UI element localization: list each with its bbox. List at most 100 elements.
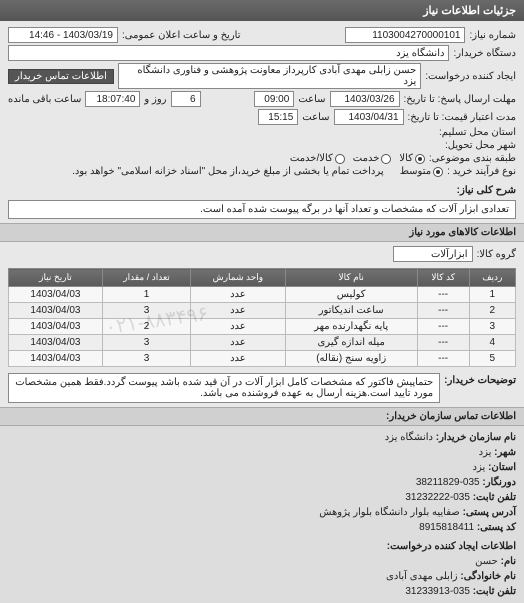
reply-time-field: 09:00 <box>254 91 294 107</box>
table-cell: 1403/04/03 <box>9 335 103 351</box>
validity-time-label: ساعت <box>302 112 329 123</box>
radio-icon <box>415 154 425 164</box>
addr-value: صفاییه بلوار دانشگاه بلوار پژوهش <box>319 507 460 518</box>
table-cell: 1 <box>102 287 190 303</box>
reply-time-label: ساعت <box>298 94 325 105</box>
table-cell: 4 <box>469 335 515 351</box>
items-table: ردیفکد کالانام کالاواحد شمارشتعداد / مقد… <box>8 268 516 367</box>
table-cell: عدد <box>191 351 286 367</box>
ccity-label: شهر: <box>494 447 516 458</box>
top-section: شماره نیاز: 1103004270000101 تاریخ و ساع… <box>0 21 524 183</box>
table-row: 5---زاویه سنج (نقاله)عدد31403/04/03 <box>9 351 516 367</box>
process-note: پرداخت تمام یا بخشی از مبلغ خرید،از محل … <box>72 166 384 177</box>
post-label: کد پستی: <box>477 522 516 533</box>
remaining-time-label: ساعت باقی مانده <box>8 94 81 105</box>
cstate-label: استان: <box>488 462 516 473</box>
reply-date-field: 1403/03/26 <box>330 91 400 107</box>
table-cell: میله اندازه گیری <box>285 335 417 351</box>
city-label: شهر محل تحویل: <box>445 140 516 151</box>
ccphone-value: 035-31233913 <box>405 586 470 597</box>
table-cell: عدد <box>191 319 286 335</box>
table-wrapper: ردیفکد کالانام کالاواحد شمارشتعداد / مقد… <box>0 268 524 367</box>
buyer-note-text: حتماپیش فاکتور که مشخصات کامل ابزار آلات… <box>15 377 433 399</box>
items-header-text: اطلاعات کالاهای مورد نیاز <box>409 227 516 238</box>
reply-deadline-label: مهلت ارسال پاسخ: تا تاریخ: <box>404 94 516 105</box>
announce-label: تاریخ و ساعت اعلان عمومی: <box>122 30 241 41</box>
table-cell: --- <box>417 287 469 303</box>
table-cell: پایه نگهدارنده مهر <box>285 319 417 335</box>
table-cell: 2 <box>102 319 190 335</box>
buyer-note-box: حتماپیش فاکتور که مشخصات کامل ابزار آلات… <box>8 373 440 403</box>
desc-box: تعدادی ابزار آلات که مشخصات و تعداد آنها… <box>8 200 516 219</box>
contact-block: نام سازمان خریدار: دانشگاه یزد شهر: یزد … <box>0 426 524 603</box>
buyer-label: دستگاه خریدار: <box>453 48 516 59</box>
table-cell: ساعت اندیکاتور <box>285 303 417 319</box>
state-label: استان محل تسلیم: <box>439 127 516 138</box>
buyer-field: دانشگاه یزد <box>8 45 449 61</box>
col-header: ردیف <box>469 269 515 287</box>
items-header-bar: اطلاعات کالاهای مورد نیاز <box>0 223 524 242</box>
radio-icon <box>335 154 345 164</box>
table-cell: عدد <box>191 287 286 303</box>
table-cell: عدد <box>191 303 286 319</box>
req-no-field: 1103004270000101 <box>345 27 465 43</box>
lname-value: زابلی مهدی آبادی <box>386 571 458 582</box>
contact-info-button[interactable]: اطلاعات تماس خریدار <box>8 69 114 84</box>
table-cell: 3 <box>102 303 190 319</box>
addr-label: آدرس پستی: <box>463 507 516 518</box>
fname-label: نام: <box>501 556 516 567</box>
ccity-value: یزد <box>479 447 492 458</box>
radio-medium-label: متوسط <box>400 166 431 177</box>
radio-goods[interactable]: کالا <box>399 153 425 164</box>
radio-service[interactable]: خدمت <box>353 153 392 164</box>
remaining-days-label: روز و <box>144 94 166 105</box>
radio-both[interactable]: کالا/خدمت <box>290 153 345 164</box>
table-cell: 1403/04/03 <box>9 303 103 319</box>
table-cell: عدد <box>191 335 286 351</box>
panel-header: جزئیات اطلاعات نیاز <box>0 0 524 21</box>
group-row-label: گروه کالا: <box>477 249 516 260</box>
validity-date-field: 1403/04/31 <box>334 109 404 125</box>
fname-value: حسن <box>475 556 498 567</box>
validity-label: مدت اعتبار قیمت: تا تاریخ: <box>408 112 516 123</box>
remaining-days-field: 6 <box>171 91 201 107</box>
panel-title: جزئیات اطلاعات نیاز <box>423 5 516 17</box>
col-header: واحد شمارش <box>191 269 286 287</box>
radio-goods-label: کالا <box>399 153 413 164</box>
fax-label: دورنگار: <box>482 477 516 488</box>
table-row: 4---میله اندازه گیریعدد31403/04/03 <box>9 335 516 351</box>
table-cell: 3 <box>102 351 190 367</box>
table-row: 2---ساعت اندیکاتورعدد31403/04/03 <box>9 303 516 319</box>
radio-icon <box>381 154 391 164</box>
radio-medium[interactable]: متوسط <box>400 166 443 177</box>
col-header: نام کالا <box>285 269 417 287</box>
requester-label: ایجاد کننده درخواست: <box>425 71 516 82</box>
desc-label: شرح کلی نیاز: <box>457 185 516 196</box>
table-row: 3---پایه نگهدارنده مهرعدد21403/04/03 <box>9 319 516 335</box>
radio-icon <box>433 167 443 177</box>
contact-header-text: اطلاعات تماس سازمان خریدار: <box>386 411 516 422</box>
table-cell: 2 <box>469 303 515 319</box>
group-row-value: ابزارآلات <box>393 246 473 262</box>
radio-service-label: خدمت <box>353 153 380 164</box>
table-cell: کولیس <box>285 287 417 303</box>
table-cell: 1403/04/03 <box>9 319 103 335</box>
post-value: 8915818411 <box>419 522 474 533</box>
col-header: تاریخ نیاز <box>9 269 103 287</box>
lname-label: نام خانوادگی: <box>460 571 516 582</box>
col-header: تعداد / مقدار <box>102 269 190 287</box>
contact-header-bar: اطلاعات تماس سازمان خریدار: <box>0 407 524 426</box>
org-value: دانشگاه یزد <box>385 432 433 443</box>
radio-both-label: کالا/خدمت <box>290 153 333 164</box>
process-label: نوع فرآیند خرید : <box>447 166 516 177</box>
table-cell: زاویه سنج (نقاله) <box>285 351 417 367</box>
table-cell: --- <box>417 351 469 367</box>
table-cell: --- <box>417 319 469 335</box>
announce-field: 1403/03/19 - 14:46 <box>8 27 118 43</box>
buyer-note-label: توضیحات خریدار: <box>444 371 516 386</box>
table-cell: 3 <box>469 319 515 335</box>
table-cell: --- <box>417 335 469 351</box>
category-radio-group: کالا خدمت کالا/خدمت <box>290 153 425 164</box>
req-no-label: شماره نیاز: <box>469 30 516 41</box>
remaining-time-field: 18:07:40 <box>85 91 140 107</box>
